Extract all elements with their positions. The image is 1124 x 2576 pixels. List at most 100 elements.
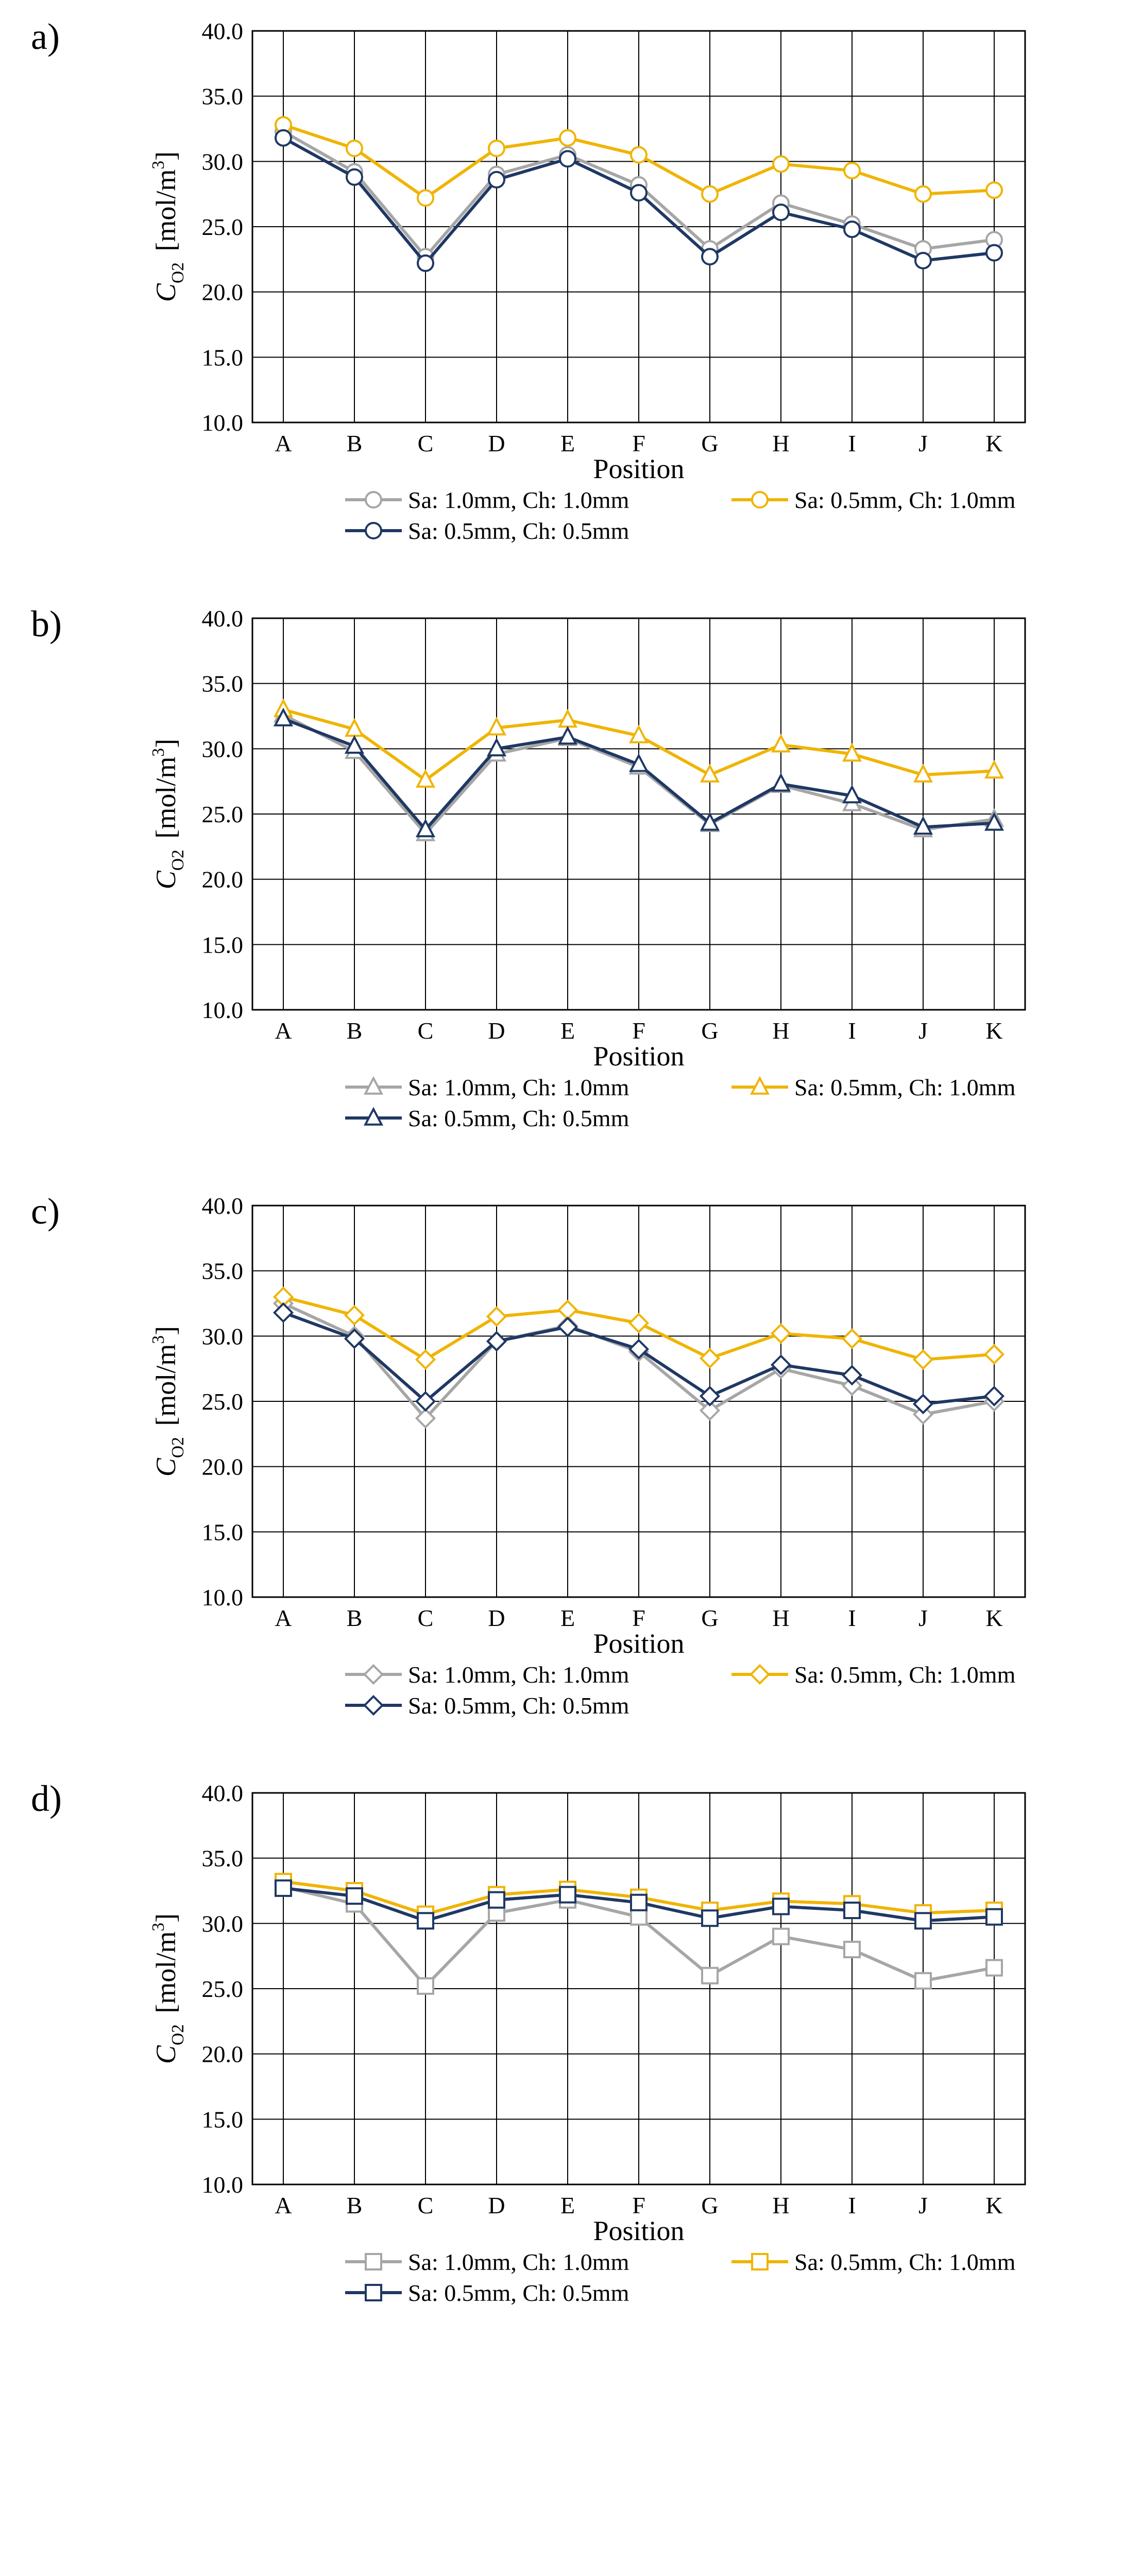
legend-label: Sa: 0.5mm, Ch: 1.0mm bbox=[794, 487, 1016, 513]
legend-label: Sa: 0.5mm, Ch: 1.0mm bbox=[794, 1074, 1016, 1100]
y-axis-label: CO2 [mol/m3] bbox=[149, 739, 188, 889]
legend-item-s3: Sa: 0.5mm, Ch: 0.5mm bbox=[345, 1105, 629, 1131]
y-tick-label: 15.0 bbox=[202, 1519, 244, 1545]
x-tick-label: G bbox=[701, 1605, 718, 1631]
legend: Sa: 1.0mm, Ch: 1.0mm Sa: 0.5mm, Ch: 1.0mm… bbox=[345, 1074, 1016, 1131]
x-tick-label: E bbox=[560, 2192, 575, 2218]
x-tick-label: J bbox=[918, 1605, 928, 1631]
x-tick-label: F bbox=[632, 1018, 645, 1044]
legend-label: Sa: 1.0mm, Ch: 1.0mm bbox=[408, 2249, 629, 2275]
y-tick-label: 25.0 bbox=[202, 801, 244, 827]
chart-wrap-a: 10.015.020.025.030.035.040.0ABCDEFGHIJKP… bbox=[124, 21, 1093, 587]
y-tick-label: 10.0 bbox=[202, 997, 244, 1023]
x-tick-label: D bbox=[488, 1605, 505, 1631]
y-tick-label: 25.0 bbox=[202, 214, 244, 240]
y-tick-label: 20.0 bbox=[202, 279, 244, 306]
legend-item-s2: Sa: 0.5mm, Ch: 1.0mm bbox=[731, 2249, 1016, 2275]
x-tick-label: D bbox=[488, 1018, 505, 1044]
panel-c: c)10.015.020.025.030.035.040.0ABCDEFGHIJ… bbox=[31, 1195, 1093, 1762]
panel-a: a)10.015.020.025.030.035.040.0ABCDEFGHIJ… bbox=[31, 21, 1093, 587]
x-tick-label: A bbox=[275, 430, 292, 456]
x-tick-label: H bbox=[772, 1018, 789, 1044]
y-tick-label: 30.0 bbox=[202, 1323, 244, 1349]
x-tick-label: E bbox=[560, 1018, 575, 1044]
panel-label-c: c) bbox=[31, 1190, 60, 1233]
legend-label: Sa: 0.5mm, Ch: 0.5mm bbox=[408, 518, 629, 544]
legend-item-s3: Sa: 0.5mm, Ch: 0.5mm bbox=[345, 1692, 629, 1719]
legend-item-s2: Sa: 0.5mm, Ch: 1.0mm bbox=[731, 1074, 1016, 1100]
y-tick-label: 40.0 bbox=[202, 1783, 244, 1806]
y-axis-label: CO2 [mol/m3] bbox=[149, 1326, 188, 1477]
x-tick-label: C bbox=[418, 2192, 434, 2218]
legend-item-s1: Sa: 1.0mm, Ch: 1.0mm bbox=[345, 2249, 629, 2275]
x-tick-label: H bbox=[772, 430, 789, 456]
page-root: a)10.015.020.025.030.035.040.0ABCDEFGHIJ… bbox=[0, 0, 1124, 2401]
legend-item-s2: Sa: 0.5mm, Ch: 1.0mm bbox=[731, 487, 1016, 513]
x-tick-label: J bbox=[918, 430, 928, 456]
legend-item-s3: Sa: 0.5mm, Ch: 0.5mm bbox=[345, 2280, 629, 2306]
legend-label: Sa: 1.0mm, Ch: 1.0mm bbox=[408, 1074, 629, 1100]
y-tick-label: 15.0 bbox=[202, 344, 244, 370]
y-tick-label: 30.0 bbox=[202, 1910, 244, 1937]
y-tick-label: 20.0 bbox=[202, 867, 244, 893]
x-tick-label: D bbox=[488, 2192, 505, 2218]
x-tick-label: C bbox=[418, 430, 434, 456]
x-axis-label: Position bbox=[593, 2215, 684, 2246]
legend: Sa: 1.0mm, Ch: 1.0mm Sa: 0.5mm, Ch: 1.0mm… bbox=[345, 2249, 1016, 2306]
y-tick-label: 25.0 bbox=[202, 1388, 244, 1415]
x-tick-label: G bbox=[701, 430, 718, 456]
chart-wrap-b: 10.015.020.025.030.035.040.0ABCDEFGHIJKP… bbox=[124, 608, 1093, 1175]
legend-item-s2: Sa: 0.5mm, Ch: 1.0mm bbox=[731, 1662, 1016, 1688]
legend: Sa: 1.0mm, Ch: 1.0mm Sa: 0.5mm, Ch: 1.0mm… bbox=[345, 1662, 1016, 1719]
chart-c: 10.015.020.025.030.035.040.0ABCDEFGHIJKP… bbox=[124, 1195, 1124, 1762]
x-tick-label: B bbox=[347, 1605, 363, 1631]
y-tick-label: 10.0 bbox=[202, 1584, 244, 1611]
x-tick-label: J bbox=[918, 1018, 928, 1044]
legend-label: Sa: 1.0mm, Ch: 1.0mm bbox=[408, 1662, 629, 1688]
y-tick-label: 35.0 bbox=[202, 83, 244, 110]
x-tick-label: C bbox=[418, 1605, 434, 1631]
y-tick-label: 40.0 bbox=[202, 1195, 244, 1219]
x-tick-label: J bbox=[918, 2192, 928, 2218]
x-tick-label: D bbox=[488, 430, 505, 456]
chart-d: 10.015.020.025.030.035.040.0ABCDEFGHIJKP… bbox=[124, 1783, 1124, 2349]
x-tick-label: H bbox=[772, 2192, 789, 2218]
y-tick-label: 35.0 bbox=[202, 1845, 244, 1872]
legend-label: Sa: 0.5mm, Ch: 0.5mm bbox=[408, 1105, 629, 1131]
x-tick-label: K bbox=[985, 2192, 1002, 2218]
y-tick-label: 40.0 bbox=[202, 21, 244, 44]
y-tick-label: 30.0 bbox=[202, 736, 244, 762]
x-axis-label: Position bbox=[593, 1041, 684, 1072]
legend-item-s1: Sa: 1.0mm, Ch: 1.0mm bbox=[345, 1074, 629, 1100]
legend-label: Sa: 0.5mm, Ch: 1.0mm bbox=[794, 2249, 1016, 2275]
chart-a: 10.015.020.025.030.035.040.0ABCDEFGHIJKP… bbox=[124, 21, 1124, 587]
chart-wrap-d: 10.015.020.025.030.035.040.0ABCDEFGHIJKP… bbox=[124, 1783, 1093, 2349]
y-tick-label: 15.0 bbox=[202, 931, 244, 958]
x-tick-label: I bbox=[848, 2192, 856, 2218]
x-tick-label: B bbox=[347, 2192, 363, 2218]
x-tick-label: A bbox=[275, 1605, 292, 1631]
legend-item-s3: Sa: 0.5mm, Ch: 0.5mm bbox=[345, 518, 629, 544]
y-tick-label: 35.0 bbox=[202, 671, 244, 697]
x-tick-label: H bbox=[772, 1605, 789, 1631]
x-axis-label: Position bbox=[593, 1628, 684, 1659]
y-tick-label: 20.0 bbox=[202, 1454, 244, 1480]
x-tick-label: F bbox=[632, 430, 645, 456]
chart-b: 10.015.020.025.030.035.040.0ABCDEFGHIJKP… bbox=[124, 608, 1124, 1175]
x-tick-label: F bbox=[632, 1605, 645, 1631]
y-tick-label: 20.0 bbox=[202, 2041, 244, 2067]
x-tick-label: I bbox=[848, 1018, 856, 1044]
x-tick-label: E bbox=[560, 1605, 575, 1631]
x-tick-label: B bbox=[347, 1018, 363, 1044]
legend-item-s1: Sa: 1.0mm, Ch: 1.0mm bbox=[345, 487, 629, 513]
panel-label-b: b) bbox=[31, 603, 62, 646]
x-tick-label: A bbox=[275, 1018, 292, 1044]
y-tick-label: 30.0 bbox=[202, 148, 244, 175]
x-tick-label: F bbox=[632, 2192, 645, 2218]
panel-b: b)10.015.020.025.030.035.040.0ABCDEFGHIJ… bbox=[31, 608, 1093, 1175]
y-axis-label: CO2 [mol/m3] bbox=[149, 151, 188, 302]
x-tick-label: I bbox=[848, 430, 856, 456]
y-tick-label: 40.0 bbox=[202, 608, 244, 632]
x-tick-label: K bbox=[985, 430, 1002, 456]
y-tick-label: 10.0 bbox=[202, 410, 244, 436]
